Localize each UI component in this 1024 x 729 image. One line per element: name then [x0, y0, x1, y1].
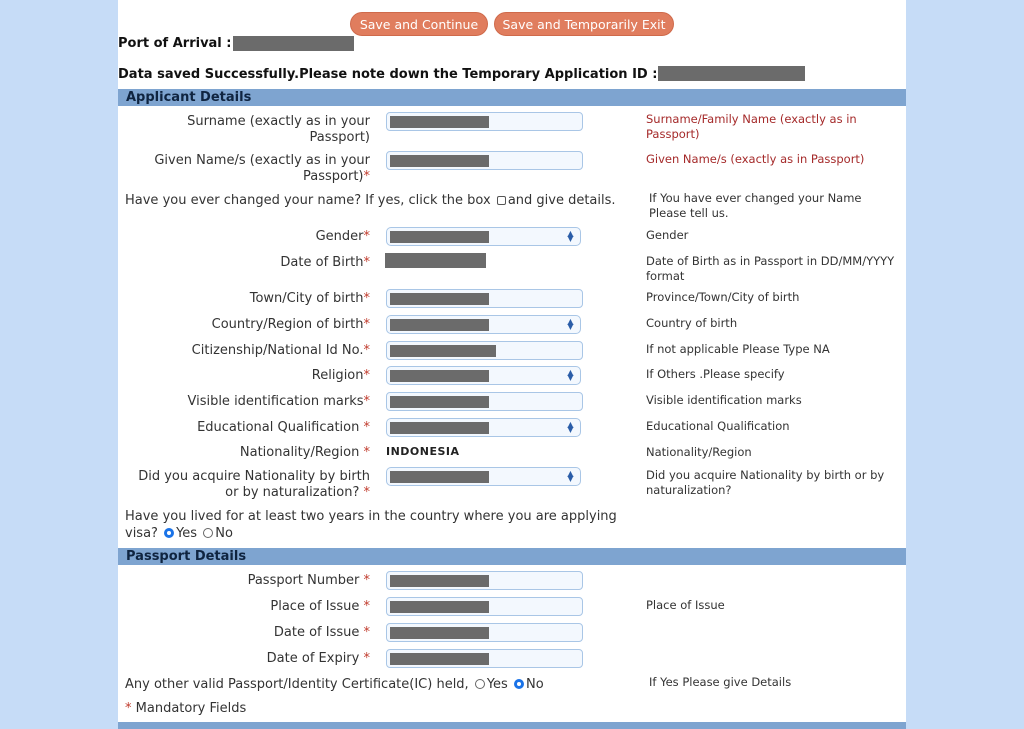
education-hint: Educational Qualification [646, 419, 790, 433]
chevron-updown-icon: ▲ ▼ [567, 317, 574, 331]
acquire-nationality-label: Did you acquire Nationality by birth or b… [138, 469, 370, 500]
country-hint: Country of birth [646, 316, 738, 330]
port-of-arrival-value-redacted [233, 36, 354, 51]
date-of-issue-input[interactable] [386, 623, 583, 642]
other-passport-question: Any other valid Passport/Identity Certif… [125, 677, 544, 692]
marks-hint: Visible identification marks [646, 393, 802, 407]
bottom-section-bar [118, 722, 906, 729]
date-of-expiry-label: Date of Expiry * [266, 651, 370, 666]
town-input[interactable] [386, 289, 583, 308]
other-passport-hint: If Yes Please give Details [649, 675, 792, 689]
citizenship-input[interactable] [386, 341, 583, 360]
gender-label: Gender* [315, 229, 370, 244]
lived-yes-radio[interactable] [164, 528, 175, 538]
applicant-details-header: Applicant Details [118, 89, 906, 106]
chevron-updown-icon: ▲ ▼ [567, 469, 574, 483]
given-name-label: Given Name/s (exactly as in your Passpor… [154, 153, 370, 184]
country-select[interactable]: ▲ ▼ [386, 315, 581, 334]
town-label: Town/City of birth* [249, 291, 370, 306]
education-select[interactable]: ▲ ▼ [386, 418, 581, 437]
given-name-hint: Given Name/s (exactly as in Passport) [646, 152, 865, 166]
save-exit-button[interactable]: Save and Temporarily Exit [494, 12, 674, 36]
place-of-issue-input[interactable] [386, 597, 583, 616]
passport-number-label: Passport Number * [247, 573, 370, 588]
lived-no-radio[interactable] [203, 528, 214, 538]
port-of-arrival-label: Port of Arrival : [118, 36, 232, 51]
place-of-issue-label: Place of Issue * [270, 599, 370, 614]
date-of-issue-label: Date of Issue * [273, 625, 370, 640]
passport-details-header: Passport Details [118, 548, 906, 565]
acquire-nationality-select[interactable]: ▲ ▼ [386, 467, 581, 486]
dob-hint: Date of Birth as in Passport in DD/MM/YY… [646, 254, 895, 283]
gender-select[interactable]: ▲ ▼ [386, 227, 581, 246]
acquire-nationality-hint: Did you acquire Nationality by birth or … [646, 468, 885, 497]
nationality-label: Nationality/Region * [239, 445, 370, 460]
changed-name-checkbox[interactable] [496, 196, 506, 205]
form-page: Save and Continue Save and Temporarily E… [118, 0, 906, 729]
application-id-redacted [658, 66, 805, 81]
religion-select[interactable]: ▲ ▼ [386, 366, 581, 385]
chevron-updown-icon: ▲ ▼ [567, 229, 574, 243]
date-of-expiry-input[interactable] [386, 649, 583, 668]
changed-name-hint: If You have ever changed your Name Pleas… [649, 191, 862, 220]
country-label: Country/Region of birth* [211, 317, 370, 332]
other-passport-yes-radio[interactable] [474, 679, 485, 689]
lived-two-years-question: Have you lived for at least two years in… [125, 509, 617, 541]
changed-name-question: Have you ever changed your name? If yes,… [125, 193, 616, 208]
other-passport-no-radio[interactable] [513, 679, 524, 689]
given-name-input[interactable] [386, 151, 583, 170]
religion-label: Religion* [311, 368, 370, 383]
religion-hint: If Others .Please specify [646, 367, 785, 381]
chevron-updown-icon: ▲ ▼ [567, 420, 574, 434]
surname-label: Surname (exactly as in your Passport) [187, 114, 370, 145]
nationality-value: INDONESIA [386, 445, 460, 458]
save-continue-button[interactable]: Save and Continue [350, 12, 488, 36]
citizenship-hint: If not applicable Please Type NA [646, 342, 830, 356]
surname-hint: Surname/Family Name (exactly as in Passp… [646, 112, 857, 141]
gender-hint: Gender [646, 228, 689, 242]
marks-input[interactable] [386, 392, 583, 411]
marks-label: Visible identification marks* [187, 394, 370, 409]
nationality-hint: Nationality/Region [646, 445, 752, 459]
town-hint: Province/Town/City of birth [646, 290, 800, 304]
place-of-issue-hint: Place of Issue [646, 598, 725, 612]
saved-message: Data saved Successfully.Please note down… [118, 67, 658, 82]
passport-number-input[interactable] [386, 571, 583, 590]
mandatory-fields-note: * Mandatory Fields [125, 701, 247, 716]
dob-label: Date of Birth* [280, 255, 370, 270]
chevron-updown-icon: ▲ ▼ [567, 368, 574, 382]
citizenship-label: Citizenship/National Id No.* [191, 343, 370, 358]
dob-input[interactable] [385, 253, 486, 268]
surname-input[interactable] [386, 112, 583, 131]
education-label: Educational Qualification * [197, 420, 370, 435]
